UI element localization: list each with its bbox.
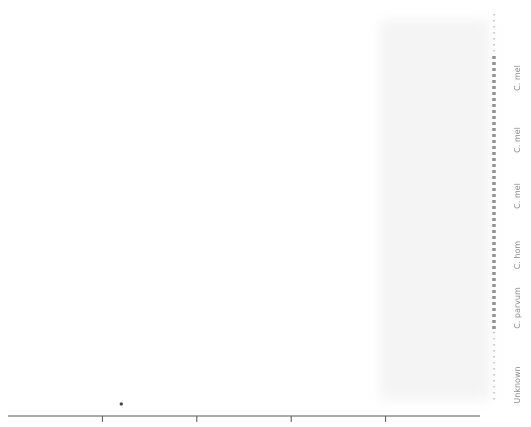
side-label: C. hom	[513, 241, 522, 270]
strip-mark	[492, 158, 496, 161]
strip-mark	[492, 260, 496, 263]
strip-mark	[493, 368, 495, 370]
strip-mark	[492, 116, 496, 119]
strip-mark	[493, 26, 495, 28]
strip-mark	[492, 320, 496, 323]
strip-mark	[492, 302, 496, 305]
side-label: C. mel	[513, 127, 522, 153]
strip-mark	[492, 248, 496, 251]
strip-mark	[492, 68, 496, 71]
strip-mark	[492, 146, 496, 149]
strip-mark	[493, 50, 495, 52]
strip-mark	[493, 14, 495, 16]
strip-mark	[492, 200, 496, 203]
strip-mark	[492, 86, 496, 89]
strip-mark	[492, 194, 496, 197]
strip-mark	[492, 140, 496, 143]
strip-mark	[492, 326, 496, 329]
right-dotted-strip	[492, 14, 496, 400]
strip-mark	[492, 152, 496, 155]
strip-mark	[492, 128, 496, 131]
strip-mark	[492, 254, 496, 257]
strip-mark	[492, 266, 496, 269]
data-points	[119, 402, 123, 406]
side-label: C. parvum	[513, 287, 522, 329]
strip-mark	[492, 122, 496, 125]
strip-mark	[492, 218, 496, 221]
strip-mark	[493, 32, 495, 34]
strip-mark	[493, 380, 495, 382]
strip-mark	[492, 134, 496, 137]
strip-mark	[493, 362, 495, 364]
strip-mark	[492, 98, 496, 101]
strip-mark	[493, 344, 495, 346]
strip-mark	[492, 284, 496, 287]
strip-mark	[492, 308, 496, 311]
strip-mark	[492, 104, 496, 107]
x-axis-ticks	[101, 416, 387, 422]
strip-mark	[492, 188, 496, 191]
strip-mark	[493, 332, 495, 334]
strip-mark	[492, 176, 496, 179]
side-label: Unknown	[513, 366, 522, 403]
strip-mark	[493, 350, 495, 352]
strip-mark	[492, 242, 496, 245]
strip-mark	[492, 296, 496, 299]
data-point	[119, 402, 123, 406]
strip-mark	[492, 236, 496, 239]
strip-mark	[492, 278, 496, 281]
strip-mark	[492, 212, 496, 215]
strip-mark	[492, 92, 496, 95]
strip-mark	[492, 74, 496, 77]
strip-mark	[492, 56, 496, 59]
strip-mark	[492, 206, 496, 209]
strip-mark	[492, 230, 496, 233]
strip-mark	[493, 392, 495, 394]
right-labels: Unknown C. parvum C. hom C. mel C. mel C. mel	[513, 65, 522, 403]
side-label: C. mel	[513, 65, 522, 91]
strip-mark	[492, 80, 496, 83]
strip-mark	[492, 182, 496, 185]
side-label: C. mel	[513, 183, 522, 209]
strip-mark	[493, 356, 495, 358]
strip-mark	[492, 170, 496, 173]
strip-mark	[493, 20, 495, 22]
strip-mark	[492, 224, 496, 227]
strip-mark	[493, 386, 495, 388]
strip-mark	[493, 38, 495, 40]
strip-mark	[492, 272, 496, 275]
strip-mark	[493, 398, 495, 400]
strip-mark	[492, 110, 496, 113]
strip-mark	[492, 290, 496, 293]
strip-mark	[493, 44, 495, 46]
strip-mark	[493, 374, 495, 376]
strip-mark	[493, 338, 495, 340]
strip-mark	[492, 62, 496, 65]
background-haze	[380, 20, 490, 400]
strip-mark	[492, 164, 496, 167]
strip-mark	[492, 314, 496, 317]
